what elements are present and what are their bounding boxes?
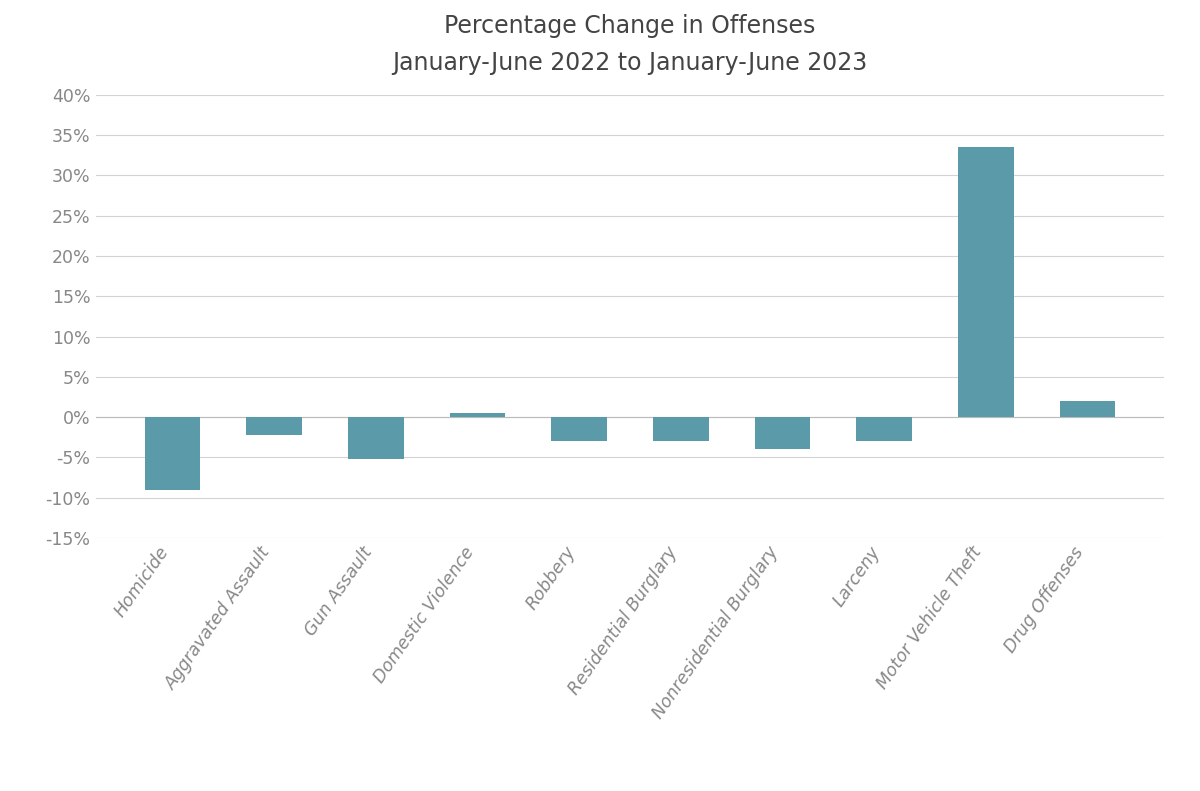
Bar (450, 413, 505, 417)
Bar (755, 417, 810, 449)
Bar (958, 147, 1014, 417)
Bar (144, 417, 200, 490)
Bar (1060, 401, 1116, 417)
Bar (857, 417, 912, 441)
Bar (246, 417, 302, 435)
Title: Percentage Change in Offenses
January-June 2022 to January-June 2023: Percentage Change in Offenses January-Ju… (392, 13, 868, 75)
Bar (551, 417, 607, 441)
Bar (653, 417, 709, 441)
Bar (348, 417, 403, 459)
